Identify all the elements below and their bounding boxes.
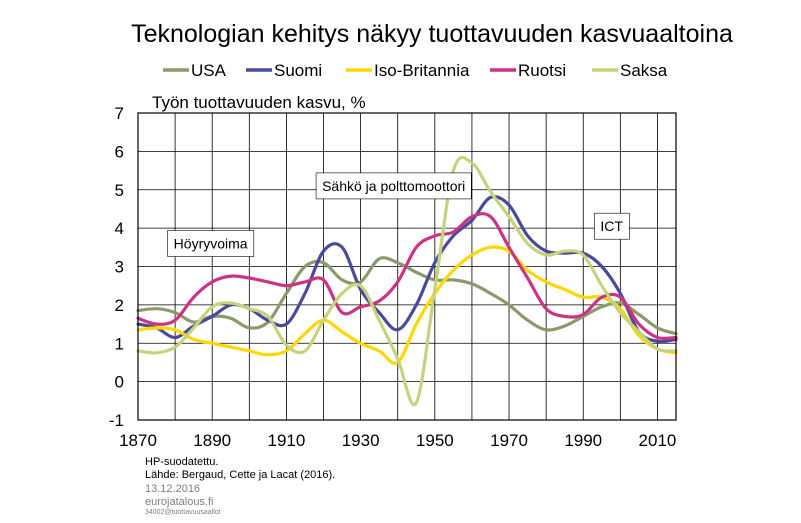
- footer-date: 13.12.2016: [145, 483, 201, 495]
- series-line-3: [136, 212, 678, 341]
- annotation-text: Höyryvoima: [174, 235, 248, 251]
- annotation: ICT: [594, 212, 630, 240]
- plot-frame: [137, 112, 677, 421]
- y-tick-labels: -1 0 1 2 3 4 5 6 7: [109, 104, 124, 430]
- annotation-text: Sähkö ja polttomoottori: [322, 178, 465, 194]
- annotation-box: [167, 230, 255, 257]
- x-tick-labels: 1870 1890 1910 1930 1950 1970 1990 2010: [119, 431, 676, 450]
- y-axis-label: Työn tuottavuuden kasvu, %: [152, 93, 366, 112]
- chart-title: Teknologian kehitys näkyy tuottavuuden k…: [131, 20, 733, 48]
- annotation-box: [315, 172, 472, 200]
- legend-label: Saksa: [620, 61, 668, 80]
- x-tick-label: 1990: [564, 431, 602, 450]
- x-tick-label: 1870: [119, 431, 157, 450]
- annotation-text: ICT: [600, 218, 623, 234]
- y-tick-label: 6: [115, 142, 124, 161]
- y-tick-label: 1: [115, 334, 124, 353]
- footer-note: HP-suodatettu.: [145, 456, 219, 468]
- footer-site: eurojatalous.fi: [145, 496, 214, 508]
- chart-annotations: Höyryvoima Sähkö ja polttomoottori ICT: [167, 172, 630, 257]
- annotation: Höyryvoima: [167, 230, 255, 257]
- series-lines: [136, 155, 678, 407]
- y-tick-label: 2: [115, 296, 124, 315]
- y-tick-label: -1: [109, 411, 124, 430]
- y-tick-label: 3: [115, 258, 124, 277]
- legend-label: Iso-Britannia: [374, 61, 470, 80]
- chart-legend: USA Suomi Iso-Britannia Ruotsi Saksa: [163, 61, 668, 80]
- x-tick-label: 2010: [639, 431, 677, 450]
- x-tick-label: 1950: [416, 431, 454, 450]
- y-tick-label: 5: [115, 181, 124, 200]
- series-line-2: [136, 245, 678, 365]
- footer-code: 34002@tuottavuusaallot: [145, 509, 221, 516]
- series-line-4: [136, 155, 678, 407]
- y-tick-label: 7: [115, 104, 124, 123]
- footer-source: Lähde: Bergaud, Cette ja Lacat (2016).: [145, 469, 336, 481]
- legend-label: Ruotsi: [518, 61, 566, 80]
- x-tick-label: 1890: [193, 431, 231, 450]
- x-tick-label: 1930: [342, 431, 380, 450]
- legend-label: Suomi: [274, 61, 322, 80]
- annotation: Sähkö ja polttomoottori: [315, 172, 472, 200]
- series-line-1: [136, 195, 678, 344]
- annotation-box: [594, 212, 630, 240]
- y-tick-label: 4: [115, 219, 124, 238]
- y-tick-label: 0: [115, 373, 124, 392]
- legend-label: USA: [191, 61, 227, 80]
- x-tick-label: 1910: [267, 431, 305, 450]
- x-tick-label: 1970: [490, 431, 528, 450]
